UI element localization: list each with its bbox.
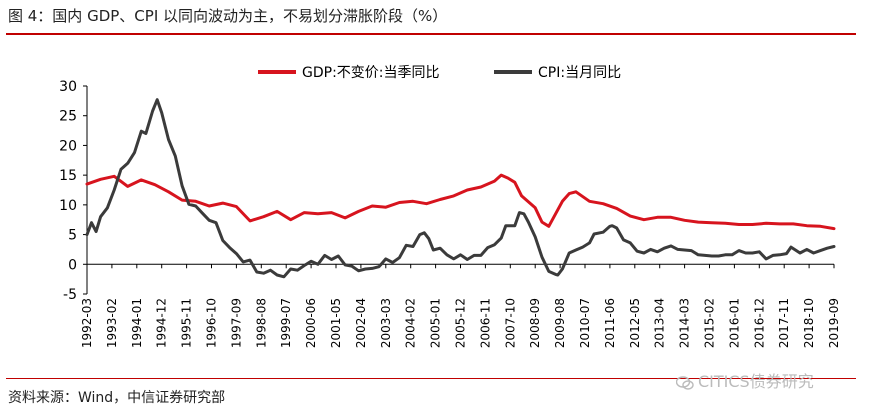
chart-axes: -5 0 5 10 15 20 25 30 1992-03 1993-02 1994-01 1994-… — [59, 79, 841, 348]
x-tick-label: 2016-12 — [752, 298, 766, 348]
x-tick-label: 2017-11 — [777, 298, 791, 348]
y-tick-label: 15 — [59, 168, 77, 184]
x-tick-label: 2014-03 — [678, 298, 692, 348]
x-tick-label: 2015-02 — [703, 298, 717, 348]
title-divider — [6, 33, 856, 35]
x-tick-label: 1999-07 — [279, 298, 293, 348]
x-tick-label: 2009-08 — [553, 298, 567, 348]
x-tick-label: 1995-11 — [180, 298, 194, 348]
x-tick-label: 2012-05 — [628, 298, 642, 348]
legend-label-cpi: CPI:当月同比 — [538, 65, 621, 81]
y-tick-label: 25 — [59, 109, 77, 125]
x-tick-label: 1993-02 — [105, 298, 119, 348]
x-tick-label: 2016-01 — [727, 298, 741, 348]
y-tick-label: 10 — [59, 198, 77, 214]
x-tick-label: 1994-12 — [155, 298, 169, 348]
line-chart: GDP:不变价:当季同比 CPI:当月同比 -5 0 5 10 15 20 25 30 1992… — [59, 65, 841, 348]
figure-title: 图 4：国内 GDP、CPI 以同向波动为主，不易划分滞胀阶段（%） — [8, 7, 448, 25]
source-divider — [6, 378, 856, 379]
x-tick-label: 1998-08 — [254, 298, 268, 348]
x-tick-label: 2019-09 — [827, 298, 841, 348]
series-line-cpi — [85, 98, 836, 279]
legend-label-gdp: GDP:不变价:当季同比 — [302, 65, 440, 81]
x-tick-label: 2000-06 — [304, 298, 318, 348]
x-tick-label: 2005-12 — [454, 298, 468, 348]
x-tick-label: 2006-11 — [478, 298, 492, 348]
x-tick-label: 2011-06 — [603, 298, 617, 348]
x-tick-label: 2013-04 — [653, 298, 667, 348]
x-tick-label: 2003-03 — [379, 298, 393, 348]
x-tick-label: 2005-01 — [429, 298, 443, 348]
x-tick-label: 2002-04 — [354, 298, 368, 348]
x-tick-label: 2008-09 — [528, 298, 542, 348]
y-tick-label: -5 — [63, 287, 77, 303]
y-tick-label: 30 — [59, 79, 77, 95]
x-tick-label: 2007-10 — [503, 298, 517, 348]
x-tick-label: 2018-10 — [802, 298, 816, 348]
wechat-icon — [676, 375, 694, 390]
x-tick-label: 1996-10 — [205, 298, 219, 348]
chart-legend: GDP:不变价:当季同比 CPI:当月同比 — [258, 65, 621, 81]
x-tick-label: 1994-01 — [130, 298, 144, 348]
x-tick-label: 2010-07 — [578, 298, 592, 348]
y-tick-label: 0 — [68, 257, 77, 273]
source-note: 资料来源：Wind，中信证券研究部 — [8, 390, 226, 406]
plot-area — [85, 98, 836, 279]
y-tick-label: 20 — [59, 138, 77, 154]
x-tick-label: 1997-09 — [229, 298, 243, 348]
y-tick-label: 5 — [68, 228, 77, 244]
x-tick-label: 2001-05 — [329, 298, 343, 348]
x-tick-label: 2004-02 — [404, 298, 418, 348]
x-tick-label: 1992-03 — [80, 298, 94, 348]
series-line-gdp — [85, 173, 836, 231]
watermark-text: CITICS债券研究 — [698, 372, 814, 391]
watermark: CITICS债券研究 — [676, 368, 814, 392]
